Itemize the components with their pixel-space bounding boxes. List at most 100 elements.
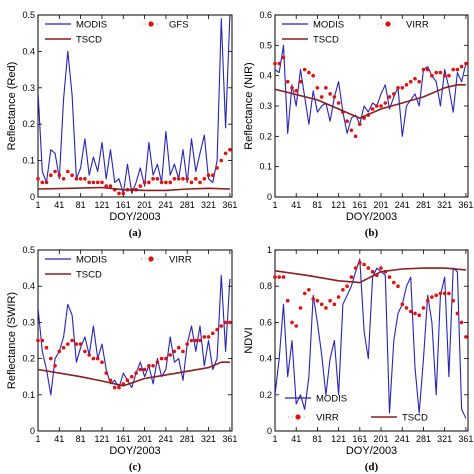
x-axis-label: DOY/2003 bbox=[346, 211, 397, 223]
virr-data-point bbox=[315, 86, 320, 90]
x-tick-label: 281 bbox=[180, 200, 195, 210]
gfs-data-point bbox=[164, 180, 168, 185]
x-tick-label: 1 bbox=[35, 434, 40, 444]
virr-data-point bbox=[349, 128, 354, 133]
virr-data-point bbox=[185, 342, 189, 346]
virr-data-point bbox=[358, 260, 362, 265]
virr-data-point bbox=[408, 79, 413, 84]
x-tick-label: 81 bbox=[76, 200, 86, 210]
x-tick-label: 281 bbox=[180, 434, 195, 444]
plot-area-frame bbox=[274, 249, 469, 432]
x-tick-label: 361 bbox=[458, 200, 473, 210]
gfs-data-point bbox=[223, 151, 228, 156]
gfs-data-point bbox=[100, 180, 104, 185]
virr-legend-swatch bbox=[295, 414, 301, 420]
virr-data-point bbox=[311, 73, 316, 78]
legend: MODIS GFS TSCD bbox=[45, 20, 189, 46]
modis-legend-label: MODIS bbox=[76, 20, 107, 31]
virr-data-point bbox=[130, 374, 134, 379]
virr-data-point bbox=[417, 313, 422, 318]
gfs-data-point bbox=[198, 180, 202, 185]
virr-data-point bbox=[151, 364, 155, 368]
virr-data-point bbox=[451, 298, 456, 303]
virr-data-point bbox=[404, 306, 409, 310]
chart-panel-2: 0 0.1 0.2 0.3 0.4 0.5 0.6 1 41 81 121 161 201 241 281 3… bbox=[243, 10, 473, 239]
virr-data-point bbox=[290, 86, 294, 90]
virr-data-point bbox=[36, 338, 40, 343]
virr-data-point bbox=[273, 275, 277, 279]
x-tick-label: 41 bbox=[54, 200, 64, 210]
x-tick-label: 241 bbox=[395, 200, 410, 210]
x-tick-label: 321 bbox=[437, 434, 452, 444]
virr-data-point bbox=[400, 86, 405, 90]
x-tick-label: 281 bbox=[416, 434, 431, 444]
virr-data-point bbox=[425, 298, 430, 303]
x-axis-label: DOY/2003 bbox=[346, 445, 397, 457]
virr-legend-swatch bbox=[148, 256, 154, 262]
virr-data-point bbox=[298, 306, 303, 310]
virr-data-point bbox=[83, 349, 87, 354]
y-tick-label: 0.3 bbox=[22, 83, 35, 93]
x-tick-label: 241 bbox=[158, 200, 173, 210]
gfs-data-point bbox=[147, 180, 151, 185]
x-tick-label: 201 bbox=[137, 200, 152, 210]
virr-data-point bbox=[281, 55, 286, 60]
y-tick-label: 1 bbox=[267, 245, 272, 255]
virr-data-point bbox=[404, 83, 409, 87]
gfs-data-point bbox=[138, 184, 143, 188]
y-tick-label: 0.3 bbox=[22, 317, 35, 327]
virr-data-point bbox=[117, 385, 121, 390]
virr-data-point bbox=[273, 61, 277, 66]
virr-data-point bbox=[78, 342, 83, 346]
x-tick-label: 41 bbox=[291, 434, 301, 444]
tscd-series-line bbox=[275, 267, 466, 284]
x-tick-label: 81 bbox=[312, 434, 322, 444]
legend: MODIS VIRR TSCD bbox=[45, 255, 192, 281]
virr-data-point bbox=[219, 324, 224, 328]
virr-data-point bbox=[53, 364, 57, 368]
x-tick-label: 41 bbox=[291, 200, 301, 210]
virr-data-point bbox=[345, 119, 349, 123]
virr-data-point bbox=[332, 302, 337, 307]
y-tick-label: 0.2 bbox=[22, 354, 35, 364]
virr-data-point bbox=[336, 101, 341, 105]
tscd-legend-label: TSCD bbox=[76, 270, 102, 281]
y-axis-label: Reflectance (NIR) bbox=[243, 62, 255, 149]
virr-data-point bbox=[294, 324, 299, 328]
gfs-data-point bbox=[219, 158, 224, 163]
virr-data-point bbox=[108, 378, 113, 383]
virr-data-point bbox=[413, 311, 417, 316]
tscd-legend-label: TSCD bbox=[313, 35, 339, 46]
modis-series-line bbox=[38, 15, 231, 194]
y-tick-label: 0.4 bbox=[22, 281, 35, 291]
gfs-data-point bbox=[66, 169, 70, 174]
virr-data-point bbox=[421, 67, 426, 72]
virr-data-point bbox=[455, 67, 460, 72]
gfs-data-point bbox=[228, 147, 232, 152]
virr-data-point bbox=[438, 70, 443, 75]
x-axis-label: DOY/2003 bbox=[109, 445, 160, 457]
gfs-data-point bbox=[172, 177, 177, 181]
tscd-series-line bbox=[38, 361, 230, 387]
virr-data-point bbox=[198, 338, 202, 343]
virr-data-point bbox=[100, 360, 104, 365]
y-tick-label: 0.1 bbox=[22, 390, 35, 400]
virr-data-point bbox=[176, 345, 181, 350]
gfs-data-point bbox=[181, 177, 185, 181]
virr-data-point bbox=[189, 338, 194, 343]
virr-data-point bbox=[277, 275, 282, 279]
virr-data-point bbox=[155, 360, 160, 365]
gfs-data-point bbox=[159, 180, 164, 185]
x-tick-label: 201 bbox=[137, 434, 152, 444]
virr-data-point bbox=[112, 385, 117, 390]
gfs-data-point bbox=[215, 166, 219, 170]
gfs-data-point bbox=[87, 180, 91, 185]
virr-data-point bbox=[147, 364, 151, 368]
y-tick-label: 0.2 bbox=[259, 390, 272, 400]
y-axis-label: Reflectance (SWIR) bbox=[6, 292, 18, 389]
virr-data-point bbox=[228, 320, 232, 325]
tscd-legend-label: TSCD bbox=[76, 35, 102, 46]
x-tick-label: 161 bbox=[352, 434, 367, 444]
gfs-data-point bbox=[185, 177, 189, 181]
